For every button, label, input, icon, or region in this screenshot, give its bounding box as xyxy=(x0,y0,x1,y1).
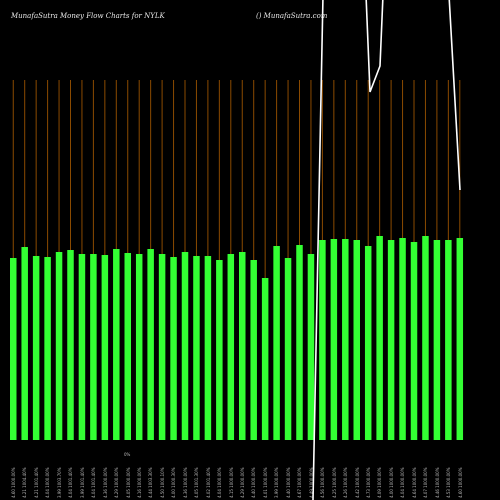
bar xyxy=(261,278,269,440)
bar xyxy=(90,254,97,440)
bar xyxy=(273,246,280,440)
bar xyxy=(147,249,154,440)
bar xyxy=(296,245,303,440)
bar xyxy=(55,252,63,440)
bar xyxy=(445,240,452,440)
bar xyxy=(44,257,51,440)
bar xyxy=(78,254,86,440)
bar xyxy=(250,260,257,440)
bar xyxy=(364,246,372,440)
bar xyxy=(227,254,235,440)
bar xyxy=(433,240,441,440)
bar xyxy=(113,249,120,440)
bar xyxy=(67,250,74,440)
bar xyxy=(21,247,28,440)
bar xyxy=(32,256,40,440)
bar xyxy=(422,236,429,440)
money-flow-line xyxy=(312,0,461,500)
bar xyxy=(124,253,131,440)
bar xyxy=(284,258,292,440)
bar xyxy=(135,254,143,440)
bar xyxy=(319,240,326,440)
chart-credit: () MunafaSutra.com xyxy=(256,12,328,20)
bar xyxy=(456,238,464,440)
bar xyxy=(158,254,166,440)
chart-title: MunafaSutra Money Flow Charts for NYLK xyxy=(11,12,165,20)
bar xyxy=(10,258,17,440)
bar xyxy=(181,252,189,440)
bar xyxy=(342,239,349,440)
bar xyxy=(410,242,418,440)
bar xyxy=(330,239,338,440)
bar xyxy=(399,238,406,440)
bar xyxy=(101,255,109,440)
bar xyxy=(170,257,177,440)
bar xyxy=(216,260,223,440)
bar xyxy=(193,256,200,440)
bar xyxy=(239,252,246,440)
bar xyxy=(307,254,315,440)
bar xyxy=(204,256,212,440)
bar xyxy=(353,240,360,440)
bar xyxy=(376,236,383,440)
bar xyxy=(387,240,395,440)
